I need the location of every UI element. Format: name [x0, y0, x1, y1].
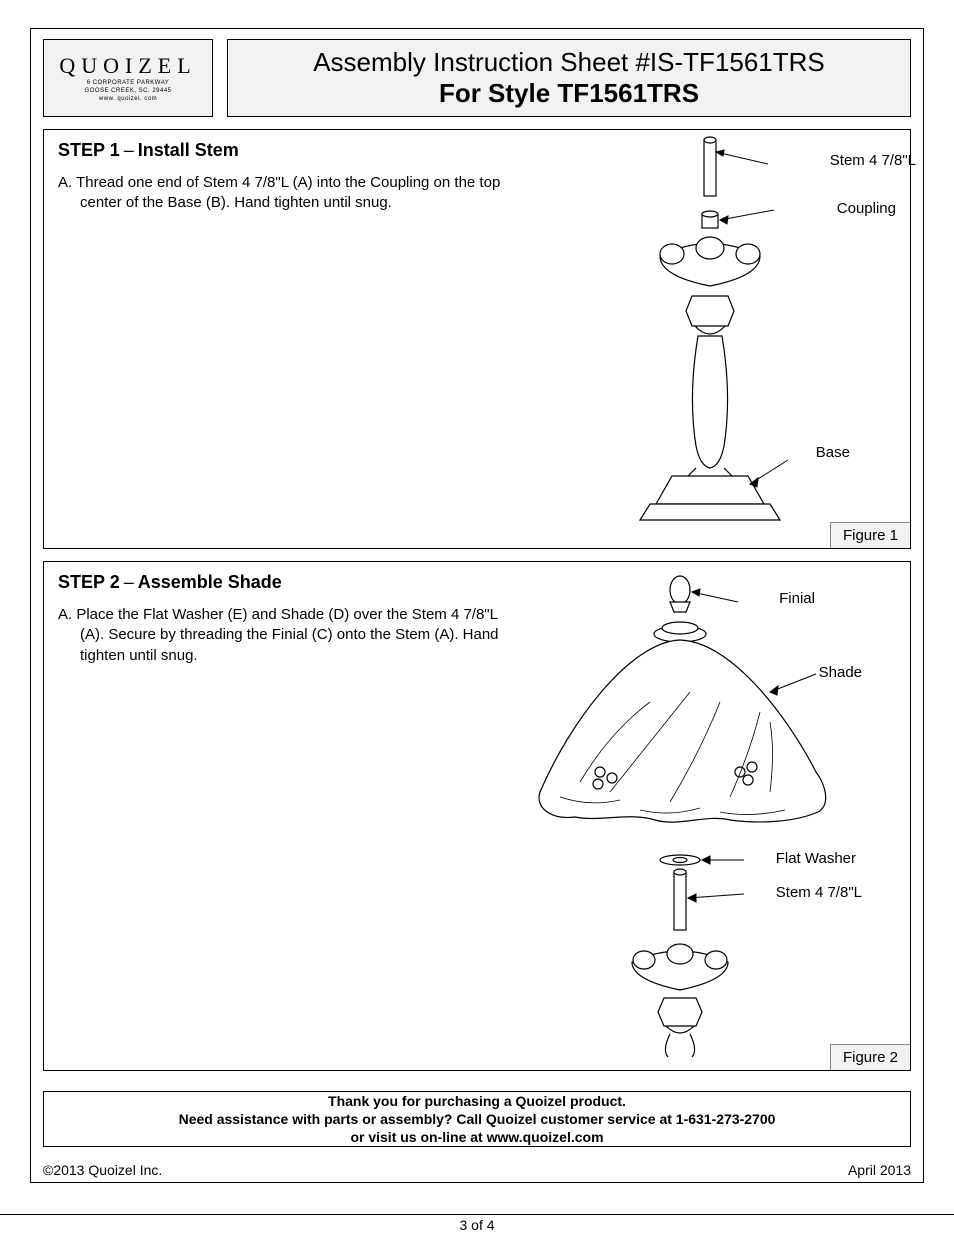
label-finial: Finial — [779, 590, 815, 607]
logo-brand: QUOIZEL — [59, 53, 196, 79]
label-washer: Flat Washer — [776, 850, 856, 867]
label-stem1: Stem 4 7/8"L — [830, 152, 916, 169]
footer-l2: Need assistance with parts or assembly? … — [179, 1110, 776, 1128]
title-box: Assembly Instruction Sheet #IS-TF1561TRS… — [227, 39, 911, 117]
date: April 2013 — [848, 1162, 911, 1178]
figure2-diagram — [520, 572, 840, 1057]
logo-box: QUOIZEL 6 CORPORATE PARKWAY GOOSE CREEK,… — [43, 39, 213, 117]
logo-url: www. quoizel. com — [99, 96, 157, 103]
page-number: 3 of 4 — [0, 1214, 954, 1233]
step1-body: A. Thread one end of Stem 4 7/8"L (A) in… — [58, 173, 519, 214]
header: QUOIZEL 6 CORPORATE PARKWAY GOOSE CREEK,… — [31, 29, 923, 117]
step1-post: Install Stem — [138, 140, 239, 160]
step2-pre: STEP 2 — [58, 572, 120, 592]
footer-l1: Thank you for purchasing a Quoizel produ… — [328, 1092, 626, 1110]
label-base: Base — [816, 444, 850, 461]
label-stem2: Stem 4 7/8"L — [776, 884, 862, 901]
footer-box: Thank you for purchasing a Quoizel produ… — [43, 1091, 911, 1147]
step2-box: STEP 2–Assemble Shade A. Place the Flat … — [43, 561, 911, 1071]
footer-l3: or visit us on-line at www.quoizel.com — [350, 1128, 603, 1146]
copyright: ©2013 Quoizel Inc. — [43, 1162, 162, 1178]
logo-addr2: GOOSE CREEK, SC. 29445 — [84, 88, 171, 95]
step1-box: STEP 1–Install Stem A. Thread one end of… — [43, 129, 911, 549]
figure1-label: Figure 1 — [830, 522, 910, 548]
step2-body: A. Place the Flat Washer (E) and Shade (… — [58, 605, 519, 666]
title-line1: Assembly Instruction Sheet #IS-TF1561TRS — [313, 47, 825, 78]
step1-pre: STEP 1 — [58, 140, 120, 160]
step1-bodyA: A. Thread one end of Stem 4 7/8"L (A) in… — [58, 173, 519, 214]
step2-post: Assemble Shade — [138, 572, 282, 592]
label-shade: Shade — [819, 664, 862, 681]
step2-bodyA: A. Place the Flat Washer (E) and Shade (… — [58, 605, 519, 666]
figure2-label: Figure 2 — [830, 1044, 910, 1070]
label-coupling: Coupling — [837, 200, 896, 217]
bottom-row: ©2013 Quoizel Inc. April 2013 — [43, 1162, 911, 1178]
title-line2: For Style TF1561TRS — [439, 78, 699, 109]
logo-addr1: 6 CORPORATE PARKWAY — [87, 80, 170, 87]
figure1-diagram — [600, 136, 820, 531]
